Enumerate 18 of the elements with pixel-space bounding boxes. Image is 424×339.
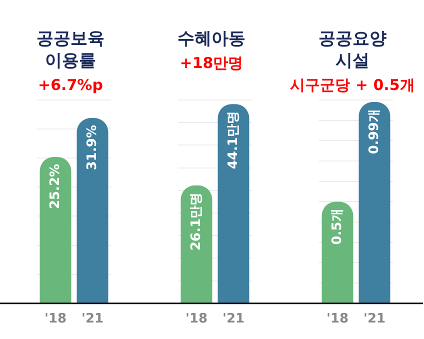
x-tick-label: '21	[363, 312, 386, 327]
data-label: 25.2%	[48, 164, 63, 210]
data-label: 26.1만명	[188, 192, 204, 251]
chart-title: 수혜아동	[176, 28, 246, 50]
x-tick-label: '21	[222, 312, 245, 327]
x-tick-label: '18	[326, 312, 349, 327]
x-tick-label: '21	[81, 312, 104, 327]
data-label: 0.99개	[366, 109, 382, 154]
chart-subtitle: +18만명	[178, 53, 244, 74]
x-tick-label: '18	[185, 312, 208, 327]
chart-subtitle: +6.7%p	[37, 75, 104, 96]
chart-subtitle: 시구군당 + 0.5개	[289, 75, 416, 96]
data-label: 31.9%	[84, 125, 100, 170]
data-label: 0.5개	[330, 208, 345, 245]
data-label: 44.1만명	[226, 111, 241, 170]
chart-title: 공공보육 이용률	[36, 28, 106, 72]
x-tick-label: '18	[44, 312, 67, 327]
chart-title: 공공요양 시설	[318, 28, 388, 72]
